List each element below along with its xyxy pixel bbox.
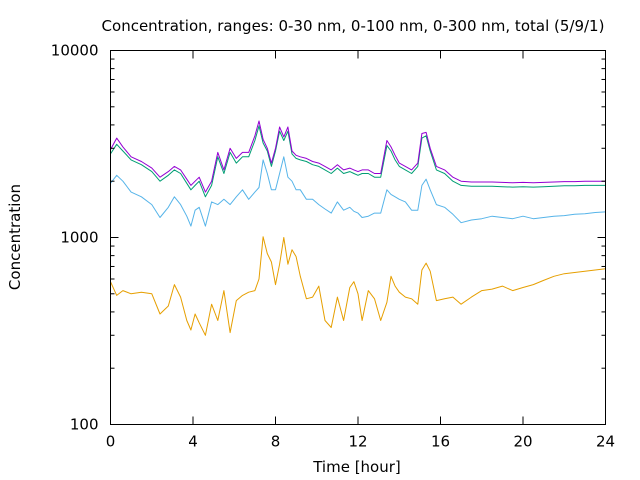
x-tick-label: 12 (348, 433, 367, 451)
x-tick-label: 24 (596, 433, 615, 451)
series-line-1 (110, 236, 606, 336)
x-axis-label: Time [hour] (312, 458, 401, 476)
y-tick-label: 1000 (60, 229, 98, 247)
x-tick-label: 0 (106, 433, 116, 451)
series-line-4 (110, 120, 606, 193)
series-layer (110, 120, 606, 336)
y-axis-label: Concentration (6, 184, 24, 290)
series-line-2 (110, 156, 606, 227)
ticks-layer: 0 4 8 12 16 20 24 100 1000 10000 (51, 42, 615, 451)
plot-frame (110, 50, 606, 425)
x-tick-label: 20 (513, 433, 532, 451)
y-tick-label: 100 (70, 416, 99, 434)
x-tick-label: 8 (271, 433, 281, 451)
x-tick-label: 16 (431, 433, 450, 451)
x-tick-label: 4 (188, 433, 198, 451)
series-line-3 (110, 125, 606, 198)
chart-title: Concentration, ranges: 0-30 nm, 0-100 nm… (102, 17, 605, 35)
y-tick-label: 10000 (51, 42, 99, 60)
